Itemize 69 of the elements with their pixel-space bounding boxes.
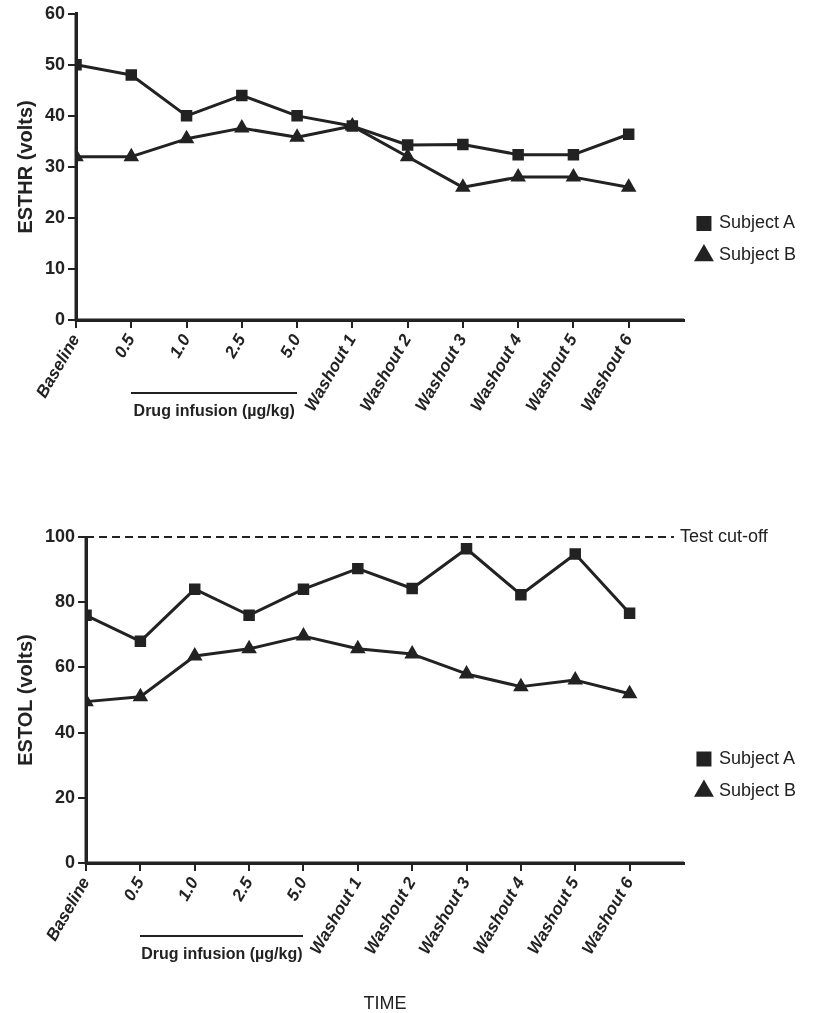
y-tick-label: 40 xyxy=(44,104,66,125)
point xyxy=(351,641,365,654)
y-tick-label: 20 xyxy=(44,206,66,227)
point xyxy=(622,128,635,140)
point xyxy=(124,149,138,162)
point xyxy=(291,110,303,122)
legend-label: Subject A xyxy=(718,212,796,233)
point xyxy=(236,89,248,102)
point xyxy=(179,131,194,144)
point xyxy=(622,686,637,699)
point xyxy=(180,110,193,122)
point xyxy=(243,609,255,621)
y-axis-title: ESTOL (volts) xyxy=(13,634,36,766)
point xyxy=(400,149,415,162)
y-tick-label: 60 xyxy=(55,656,76,677)
text: Drug infusion (µg/kg) xyxy=(132,402,296,420)
point xyxy=(621,179,636,192)
point xyxy=(514,679,528,692)
point xyxy=(456,179,470,192)
point xyxy=(296,628,311,641)
point xyxy=(401,139,414,151)
point xyxy=(242,641,256,654)
point xyxy=(405,646,419,659)
point xyxy=(512,148,524,161)
legend-label: Subject B xyxy=(718,244,796,265)
point xyxy=(352,562,364,575)
point xyxy=(569,548,581,560)
y-tick-label: 40 xyxy=(55,721,76,742)
x-axis-title: TIME xyxy=(363,993,407,1013)
y-tick-label: 60 xyxy=(44,2,66,23)
point xyxy=(133,689,148,702)
point xyxy=(459,666,474,679)
x-tick-label: 2.5 xyxy=(220,330,250,362)
y-tick-label: 30 xyxy=(44,155,66,176)
y-tick-label: 20 xyxy=(55,786,76,807)
text: Drug infusion (µg/kg) xyxy=(141,945,303,962)
x-tick-label: 5.0 xyxy=(276,330,305,361)
x-tick-label: 1.0 xyxy=(165,330,195,361)
point xyxy=(566,169,581,182)
x-tick-label: 2.5 xyxy=(227,873,257,905)
point xyxy=(297,583,310,595)
ref-line-label: Test cut-off xyxy=(679,525,769,546)
y-tick-label: 0 xyxy=(55,308,66,329)
point xyxy=(235,120,249,133)
y-tick-label: 10 xyxy=(44,257,66,278)
x-tick-label: 5.0 xyxy=(282,873,312,904)
point xyxy=(460,542,473,555)
y-tick-label: 50 xyxy=(44,53,66,74)
point xyxy=(290,129,304,142)
legend-label: Subject B xyxy=(718,779,796,800)
y-tick-label: 80 xyxy=(55,591,76,612)
point xyxy=(568,672,582,685)
x-tick-label: 0.5 xyxy=(110,330,140,361)
x-tick-label: 1.0 xyxy=(174,873,203,904)
point xyxy=(188,648,202,661)
x-tick-label: 0.5 xyxy=(119,873,149,904)
point xyxy=(125,69,138,81)
y-tick-label: 0 xyxy=(65,851,76,872)
point xyxy=(189,583,201,595)
point xyxy=(134,635,147,648)
y-tick-label: 100 xyxy=(44,525,76,546)
point xyxy=(406,582,418,595)
y-axis-title: ESTHR (volts) xyxy=(13,100,36,234)
point xyxy=(567,148,580,161)
point xyxy=(515,588,527,601)
point xyxy=(623,607,636,620)
point xyxy=(511,169,525,182)
legend-label: Subject A xyxy=(718,747,796,768)
point xyxy=(457,138,469,151)
